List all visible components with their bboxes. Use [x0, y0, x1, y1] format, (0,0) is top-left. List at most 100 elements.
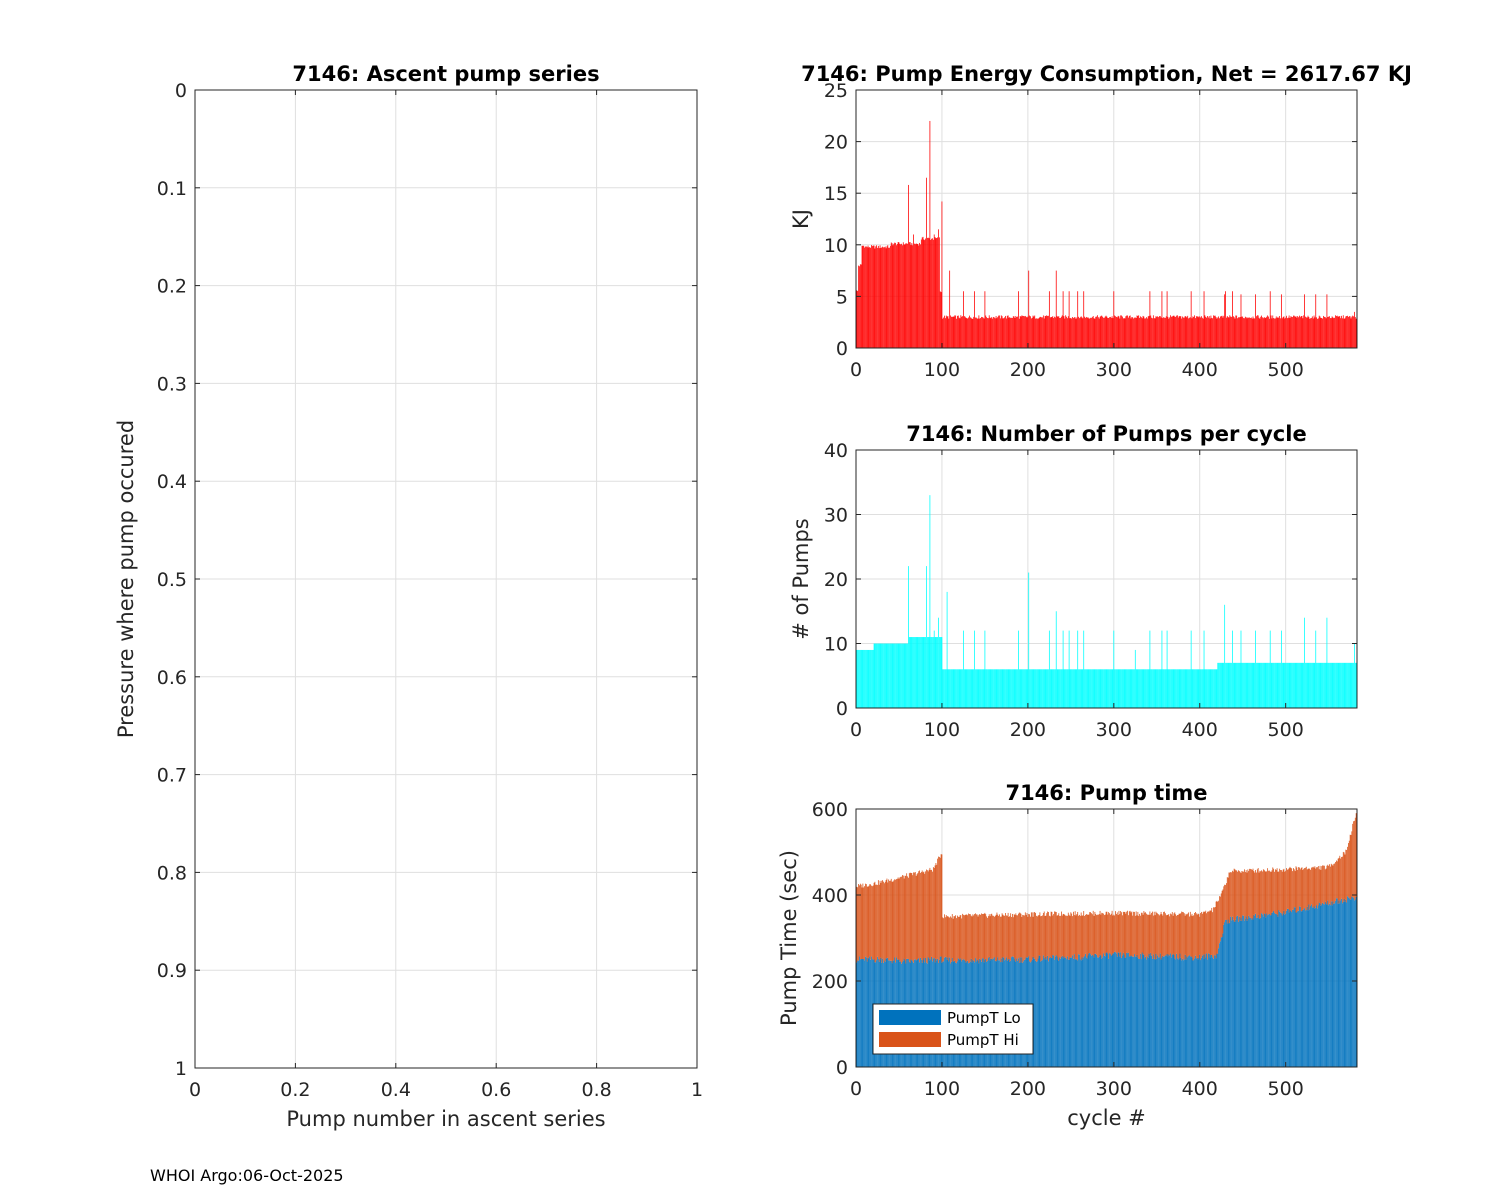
energy-bar: [1113, 291, 1115, 348]
pumps-bar: [1017, 669, 1018, 708]
energy-bar: [1328, 316, 1330, 348]
energy-bar: [1196, 316, 1198, 348]
pumps-bar: [1129, 669, 1131, 708]
energy-bar: [1202, 318, 1204, 348]
ascent-ytick-label: 0.4: [157, 471, 187, 493]
time-bar-hi: [1292, 871, 1293, 910]
time-bar-lo: [1343, 898, 1345, 1067]
time-bar-lo: [1301, 911, 1303, 1067]
pumps-bar: [884, 643, 886, 708]
time-bar-lo: [1135, 956, 1137, 1067]
pumps-bar: [999, 669, 1001, 708]
time-bar-hi: [927, 871, 929, 958]
pumps-bar: [971, 669, 973, 708]
energy-bar: [1082, 318, 1084, 348]
energy-bar: [1145, 318, 1146, 348]
legend-label-hi: PumpT Hi: [947, 1031, 1019, 1049]
energy-bar: [1256, 316, 1257, 348]
time-bar-lo: [1256, 917, 1258, 1067]
pumps-bar: [1139, 669, 1140, 708]
energy-bar: [1032, 315, 1034, 348]
pumps-bar: [1028, 572, 1030, 708]
time-bar-lo: [1166, 953, 1168, 1067]
time-bar-hi: [1029, 914, 1030, 962]
energy-bar: [1033, 316, 1035, 348]
time-bar-lo: [1165, 955, 1167, 1067]
pumps-bar: [1056, 669, 1058, 708]
time-bar-lo: [1050, 958, 1052, 1067]
time-bar-hi: [926, 869, 927, 963]
energy-bar: [938, 237, 940, 348]
time-bar-lo: [1090, 954, 1091, 1067]
time-bar-lo: [1201, 955, 1203, 1067]
time-bar-lo: [1238, 921, 1239, 1067]
energy-bar: [1080, 316, 1082, 348]
pumps-bar: [1311, 662, 1313, 708]
time-bar-lo: [1077, 960, 1079, 1067]
time-bar-hi: [1200, 913, 1201, 961]
energy-bar: [993, 317, 995, 348]
time-bar-hi: [1152, 911, 1153, 959]
time-bar-lo: [1094, 953, 1096, 1067]
pumps-bar: [1100, 669, 1102, 708]
time-bar-lo: [1156, 958, 1158, 1067]
time-bar-lo: [1263, 913, 1265, 1067]
time-bar-hi: [1299, 867, 1300, 907]
time-bar-lo: [1284, 914, 1286, 1067]
pumps-bar: [1261, 662, 1262, 708]
pumps-bar: [858, 649, 859, 708]
time-bar-hi: [989, 916, 991, 961]
time-bar-hi: [1225, 884, 1226, 920]
pumps-bar: [1039, 669, 1041, 708]
energy-bar: [1220, 316, 1222, 348]
energy-bar: [921, 237, 923, 348]
pumps-bar: [901, 643, 902, 708]
pumps-bar: [1106, 669, 1108, 708]
energy-bar: [1012, 316, 1014, 348]
pumps-bar: [1025, 669, 1027, 708]
time-bar-hi: [1262, 871, 1263, 915]
energy-bar: [892, 245, 894, 348]
energy-bar: [994, 318, 996, 348]
time-bar-hi: [978, 914, 980, 964]
pumps-bar: [932, 637, 934, 708]
energy-bar: [1170, 316, 1172, 348]
pumps-bar: [928, 637, 930, 708]
time-bar-lo: [1220, 937, 1222, 1067]
time-bar-hi: [1191, 913, 1193, 958]
time-bar-hi: [880, 882, 882, 958]
time-bar-hi: [1338, 857, 1340, 901]
time-bar-hi: [876, 884, 878, 961]
ascent-chart: 0 0.2 0.4 0.6 0.8 100.10.20.30.40.50.60.70.80…: [114, 62, 703, 1131]
time-bar-lo: [1335, 900, 1336, 1067]
energy-bar: [1019, 316, 1021, 348]
time-bar-lo: [1352, 897, 1354, 1067]
time-bar-hi: [1132, 915, 1134, 957]
pumps-bar: [1172, 669, 1174, 708]
pumps-bar: [1083, 630, 1085, 708]
time-bar-hi: [1022, 914, 1024, 963]
pumps-bar: [1206, 669, 1208, 708]
energy-bar: [1294, 316, 1296, 348]
time-bar-hi: [1208, 911, 1210, 954]
pumps-bar: [907, 643, 908, 708]
energy-bar: [1097, 315, 1098, 348]
energy-bar: [1225, 317, 1227, 348]
energy-bar: [1339, 316, 1341, 348]
time-bar-lo: [1309, 909, 1311, 1067]
energy-bar: [1005, 318, 1007, 348]
ascent-xtick-label: 0: [189, 1079, 201, 1101]
pumps-bar: [877, 643, 878, 708]
time-bar-lo: [1109, 953, 1110, 1067]
time-bar-hi: [970, 915, 972, 959]
energy-bar: [886, 246, 888, 348]
pumps-bar: [1276, 662, 1278, 708]
energy-bar: [911, 243, 913, 348]
time-bar-hi: [992, 915, 994, 960]
energy-bar: [936, 238, 938, 348]
energy-bar: [1286, 315, 1287, 348]
pumps-bar: [1300, 662, 1302, 708]
energy-bar: [1232, 316, 1234, 348]
time-bar-lo: [1258, 918, 1260, 1067]
time-bar-hi: [935, 863, 937, 959]
